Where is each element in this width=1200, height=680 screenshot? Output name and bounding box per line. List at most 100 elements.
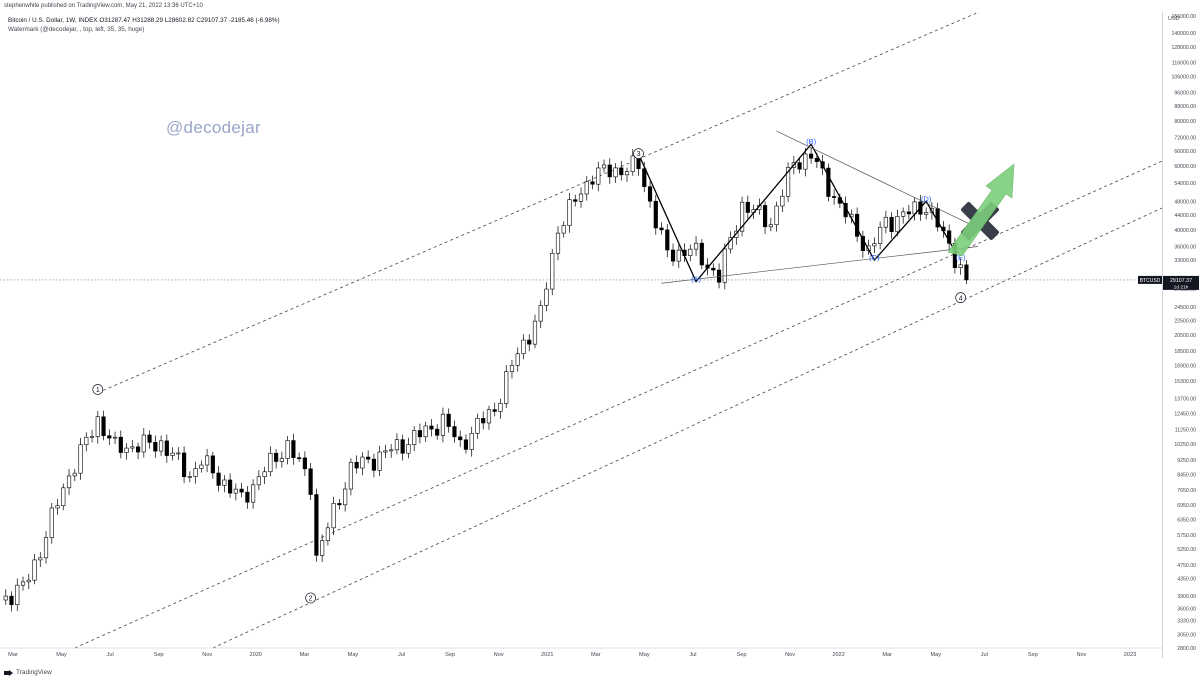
candle	[279, 451, 284, 468]
candle	[947, 224, 952, 250]
candle	[515, 347, 520, 372]
candle-body	[509, 364, 515, 372]
candle	[584, 176, 589, 201]
channel-line-2	[74, 160, 1163, 649]
footer-brand-label: TradingView	[16, 669, 52, 676]
candle-body	[394, 439, 400, 451]
candle-body	[124, 447, 129, 453]
candle-body	[320, 540, 325, 556]
candle-body	[325, 527, 330, 541]
candle-body	[72, 472, 77, 477]
price-scale-frame[interactable]	[1162, 12, 1200, 658]
candle-body	[619, 167, 624, 176]
candle-body	[435, 428, 440, 436]
candle-body	[653, 200, 658, 229]
symbol-badge-text: BTCUSD	[1140, 278, 1161, 284]
candle	[722, 243, 727, 290]
candle-body	[245, 491, 250, 503]
candle-body	[38, 557, 43, 561]
candle-body	[527, 339, 532, 345]
candle	[964, 260, 969, 285]
candle	[366, 450, 371, 464]
x-tick-label: Sep	[1028, 652, 1038, 658]
channel-line-3	[212, 207, 1163, 649]
candle	[20, 576, 26, 591]
y-tick-label: 80000.00	[1174, 119, 1196, 125]
candle	[768, 217, 773, 232]
candle	[762, 201, 768, 234]
candle	[406, 437, 411, 459]
candle	[555, 226, 561, 261]
wave-label-(E): (E)	[956, 253, 967, 262]
tradingview-logo-icon	[4, 669, 13, 676]
candle-body	[66, 475, 72, 489]
x-tick-label: Nov	[202, 652, 212, 658]
candle-body	[688, 248, 693, 256]
price-badge-value: 29107.37	[1170, 278, 1192, 284]
abcde-wave-path	[637, 143, 956, 283]
candle-body	[251, 484, 256, 503]
candle	[199, 460, 204, 473]
candle-body	[141, 434, 146, 453]
candle-body	[647, 186, 653, 202]
candle	[394, 433, 400, 455]
y-tick-label: 66000.00	[1174, 149, 1196, 155]
candle-body	[308, 468, 313, 495]
footer-brand[interactable]: TradingView	[4, 669, 52, 676]
candle	[9, 591, 14, 612]
candle-body	[84, 436, 89, 446]
candle	[423, 421, 428, 442]
annotation-icons	[947, 163, 1015, 257]
candle	[285, 436, 290, 465]
candle	[26, 573, 31, 590]
candle	[337, 498, 342, 510]
x-tick-label: Sep	[154, 652, 164, 658]
candle-body	[883, 216, 888, 228]
candle-body	[584, 181, 589, 195]
candle	[216, 466, 221, 492]
candle	[527, 334, 532, 352]
candle-body	[601, 164, 607, 169]
candle	[239, 482, 244, 498]
x-tick-label: Sep	[445, 652, 455, 658]
candle	[181, 446, 187, 484]
wave-label-(B): (B)	[806, 137, 817, 146]
candle	[688, 244, 693, 262]
candle	[676, 244, 681, 268]
y-tick-label: 15300.00	[1174, 379, 1196, 385]
price-badge-countdown: 1d 21h	[1174, 284, 1189, 290]
candle	[613, 163, 618, 183]
candle	[400, 434, 405, 461]
candle	[32, 553, 37, 585]
candle	[786, 162, 791, 203]
y-tick-label: 88000.00	[1174, 104, 1196, 110]
candle	[130, 439, 135, 453]
candle	[935, 202, 940, 232]
candle	[101, 410, 106, 441]
candle-body	[550, 252, 555, 290]
candle-body	[43, 537, 49, 559]
candle	[228, 473, 233, 498]
wave-label-2: 2	[305, 592, 316, 604]
x-tick-label: Nov	[1076, 652, 1086, 658]
candle-body	[3, 595, 8, 601]
x-axis[interactable]: Mar May Jul Sep Nov 2020 Mar May Jul Sep Nov 2021 Ma…	[0, 647, 1162, 658]
candle-body	[429, 425, 434, 430]
candle	[446, 408, 451, 433]
candle	[670, 243, 676, 266]
candle	[205, 448, 210, 473]
candle-body	[135, 446, 141, 453]
candle-body	[26, 579, 31, 583]
candle-body	[49, 507, 54, 538]
wave-label-text: 1	[96, 387, 100, 394]
candle-body	[826, 167, 831, 197]
y-tick-label: 20500.00	[1174, 333, 1196, 339]
channel-lines-layer	[0, 12, 1163, 649]
candle-body	[895, 216, 900, 232]
candle	[619, 161, 624, 181]
candle-body	[532, 320, 538, 345]
publish-header: stephenwhite published on TradingView.co…	[4, 3, 203, 9]
x-tick-label: 2021	[541, 652, 553, 658]
